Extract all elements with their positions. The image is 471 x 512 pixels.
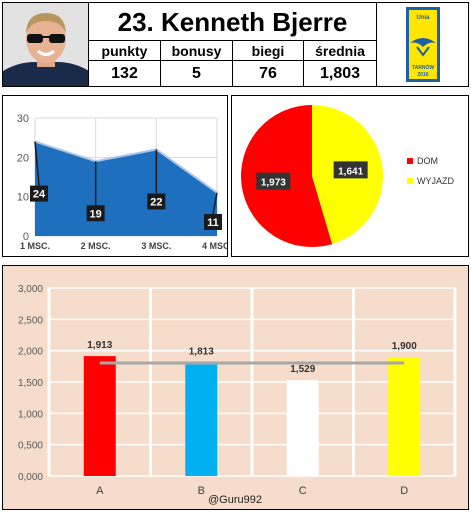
- y-tick-label: 2,000: [18, 347, 43, 358]
- stat-value: 1,803: [319, 65, 361, 82]
- x-tick-label: A: [96, 485, 104, 497]
- bar-value-label: 1,913: [87, 340, 112, 351]
- y-tick-label: 0,000: [18, 472, 43, 483]
- data-label-box: [204, 214, 222, 230]
- bar-value-label: 1,529: [290, 364, 315, 375]
- stat-srednia: średnia 1,803: [304, 41, 376, 86]
- pie-value-label: 1,641: [338, 166, 363, 177]
- y-tick-label: 10: [17, 192, 29, 204]
- data-label-box: [86, 205, 105, 222]
- stat-value: 76: [259, 65, 277, 82]
- data-label: 11: [207, 217, 219, 229]
- stat-label: bonusy: [161, 41, 232, 61]
- logo-text: TARNÓW: [412, 63, 434, 71]
- x-tick-label: B: [198, 485, 205, 497]
- data-label: 19: [90, 208, 102, 220]
- y-tick-label: 1,000: [18, 409, 43, 420]
- data-label-leader: [34, 141, 40, 186]
- club-logo: Unia TARNÓW 2016: [376, 3, 468, 86]
- legend-swatch: [407, 158, 413, 164]
- stat-punkty: punkty 132: [89, 41, 161, 86]
- y-tick-label: 3,000: [18, 284, 43, 295]
- y-tick-label: 1,500: [18, 378, 43, 389]
- bar: [185, 362, 218, 476]
- stat-biegi: biegi 76: [233, 41, 304, 86]
- stat-label: średnia: [304, 41, 376, 61]
- area-chart-panel: 0 10 20 30 24 19 22 11 1 MSC. 2 MSC. 3 MSC. 4 MSC.: [2, 95, 232, 257]
- stat-value: 132: [111, 65, 138, 82]
- bar: [388, 356, 421, 476]
- pie-label-box: [256, 172, 291, 190]
- y-tick-label: 20: [17, 152, 29, 164]
- area-line: [34, 140, 218, 194]
- page-title: 23. Kenneth Bjerre: [89, 3, 376, 41]
- bar-value-label: 1,900: [392, 341, 417, 352]
- x-tick-label: D: [400, 485, 408, 497]
- legend-swatch: [407, 178, 413, 184]
- x-tick-label: C: [299, 485, 307, 497]
- data-label-leader: [212, 192, 218, 215]
- x-tick-label: 4 MSC.: [202, 241, 227, 251]
- x-tick-label: 2 MSC.: [81, 241, 111, 251]
- bar-value-label: 1,813: [189, 346, 214, 357]
- y-tick-label: 2,500: [18, 315, 43, 326]
- data-label-box: [30, 185, 48, 202]
- pie-value-label: 1,973: [261, 178, 286, 189]
- data-label: 22: [150, 196, 162, 208]
- stat-label: biegi: [233, 41, 303, 61]
- x-tick-label: 1 MSC.: [20, 241, 50, 251]
- data-label: 24: [33, 189, 46, 201]
- bar: [286, 380, 319, 476]
- pie-label-box: [333, 161, 368, 179]
- logo-text: Unia: [416, 15, 430, 21]
- bar: [83, 356, 116, 476]
- area-fill: [35, 141, 217, 236]
- y-tick-label: 0,500: [18, 441, 43, 452]
- stats-table: punkty 132 bonusy 5 biegi 76 średnia 1,8…: [89, 41, 376, 86]
- stat-value: 5: [192, 65, 201, 82]
- pie-chart-panel: 1,973 1,641 DOM WYJAZD: [231, 95, 469, 257]
- legend-label: DOM: [417, 156, 438, 166]
- area-chart: 0 10 20 30 24 19 22 11 1 MSC. 2 MSC. 3 MSC. 4 MSC.: [17, 113, 232, 251]
- stat-bonusy: bonusy 5: [161, 41, 233, 86]
- pie-chart: 1,973 1,641 DOM WYJAZD: [241, 105, 454, 247]
- bar-chart: @Guru992 0,000 0,500 1,000 1,500 2,000 2,500 3…: [18, 284, 457, 506]
- data-label-box: [147, 193, 166, 210]
- x-tick-label: 3 MSC.: [141, 241, 171, 251]
- player-header: 23. Kenneth Bjerre punkty 132 bonusy 5 b…: [2, 2, 469, 87]
- stat-label: punkty: [89, 41, 160, 61]
- logo-text: 2016: [417, 72, 428, 78]
- y-tick-label: 0: [23, 231, 29, 243]
- player-photo: [3, 3, 89, 86]
- legend-label: WYJAZD: [417, 176, 454, 186]
- watermark: @Guru992: [208, 494, 262, 506]
- y-tick-label: 30: [17, 113, 29, 125]
- bar-chart-panel: @Guru992 0,000 0,500 1,000 1,500 2,000 2,500 3…: [2, 265, 469, 510]
